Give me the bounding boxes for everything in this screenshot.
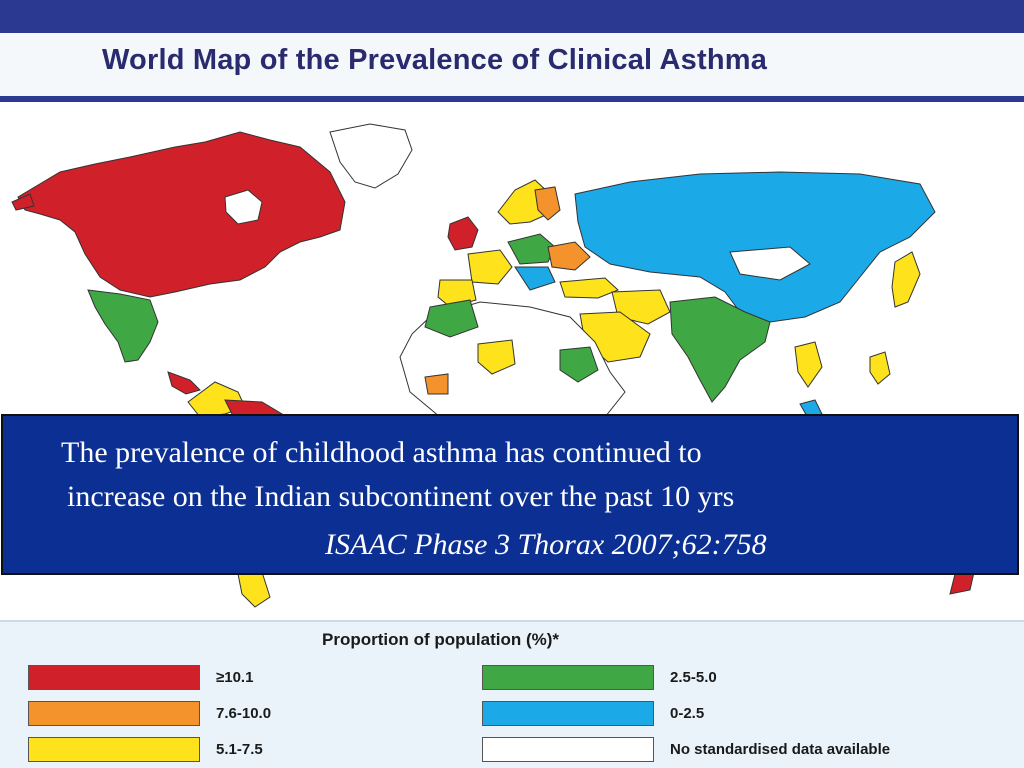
algeria-region xyxy=(424,299,479,338)
mexico-region xyxy=(87,289,159,363)
philippines-region xyxy=(869,351,891,385)
caption-line-2: increase on the Indian subcontinent over… xyxy=(67,480,735,513)
legend-label-white: No standardised data available xyxy=(670,741,891,758)
legend-swatch-white xyxy=(482,737,654,762)
turkey-region xyxy=(559,277,619,299)
eastern-europe-orange xyxy=(547,241,591,271)
uk-region xyxy=(447,216,479,251)
mongolia-region xyxy=(729,246,811,281)
alaska-tail xyxy=(11,193,35,211)
north-america-region xyxy=(17,131,346,298)
legend-title: Proportion of population (%)* xyxy=(322,630,560,649)
caribbean-region xyxy=(167,371,201,395)
legend-swatch-yellow xyxy=(28,737,200,762)
south-america-south xyxy=(237,571,271,608)
legend-label-yellow: 5.1-7.5 xyxy=(216,741,263,758)
greenland xyxy=(329,123,413,189)
title-panel xyxy=(0,33,1024,96)
legend-panel: Proportion of population (%)* ≥10.1 7.6-… xyxy=(0,620,1024,768)
russia-china-region xyxy=(574,171,936,323)
world-map-svg xyxy=(11,123,976,608)
finland-region xyxy=(534,186,561,221)
nigeria-region xyxy=(477,339,516,375)
caption-line-1: The prevalence of childhood asthma has c… xyxy=(61,436,702,469)
legend-label-red: ≥10.1 xyxy=(216,669,254,686)
japan-region xyxy=(891,251,921,308)
caption-box: The prevalence of childhood asthma has c… xyxy=(1,414,1019,575)
legend-label-green: 2.5-5.0 xyxy=(670,669,717,686)
ivory-coast-region xyxy=(424,373,449,395)
legend-swatch-green xyxy=(482,665,654,690)
page-title: World Map of the Prevalence of Clinical … xyxy=(102,44,768,76)
legend-label-blue: 0-2.5 xyxy=(670,705,705,722)
legend-label-orange: 7.6-10.0 xyxy=(216,705,272,722)
balkans-region xyxy=(514,266,556,291)
legend-swatch-red xyxy=(28,665,200,690)
legend-swatch-orange xyxy=(28,701,200,726)
india-region xyxy=(669,296,771,403)
ethiopia-region xyxy=(559,346,599,383)
hudson-bay xyxy=(224,189,263,225)
france-region xyxy=(467,249,513,285)
caption-citation: ISAAC Phase 3 Thorax 2007;62:758 xyxy=(325,528,767,561)
legend-swatch-blue xyxy=(482,701,654,726)
southeast-asia-region xyxy=(794,341,823,388)
